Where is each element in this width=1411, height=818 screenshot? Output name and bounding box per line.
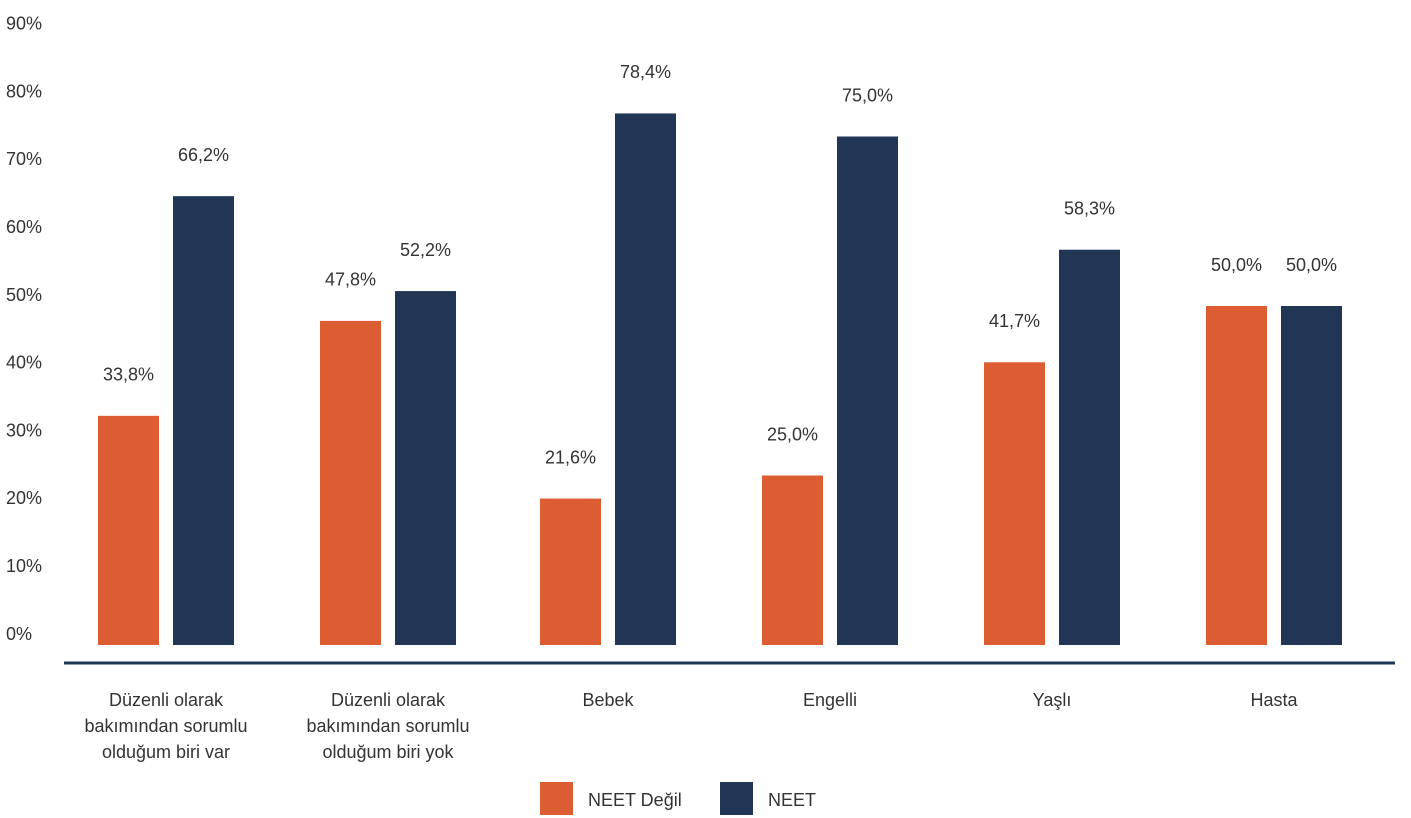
data-label: 58,3% [1064,198,1115,218]
data-label: 21,6% [545,447,596,467]
bar-neet [395,291,456,645]
category-label: Düzenli olarak bakımından sorumlu olduğum … [306,690,469,762]
y-tick-label: 80% [6,81,42,101]
bar-neet-degil [320,320,381,645]
bar-neet [1059,249,1120,645]
data-labels: 33,8% 47,8% 21,6% 25,0% 41,7% 50,0% 66,2% 52,2%… [103,62,1337,467]
legend-swatch [720,782,753,815]
data-label: 50,0% [1286,255,1337,275]
data-label: 66,2% [178,145,229,165]
bar-neet [615,113,676,645]
category-labels: Düzenli olarak bakımından sorumlu olduğum … [84,690,1298,762]
data-label: 78,4% [620,62,671,82]
category-label: Düzenli olarak bakımından sorumlu olduğum … [84,690,247,762]
category-label: Engelli [803,690,857,710]
bar-neet-degil [984,362,1045,645]
legend-label: NEET [768,790,816,810]
y-tick-label: 70% [6,149,42,169]
bar-neet [173,196,234,645]
legend-swatch [540,782,573,815]
y-tick-label: 90% [6,14,42,34]
bar-neet [837,136,898,645]
y-tick-label: 40% [6,353,42,373]
data-label: 25,0% [767,424,818,444]
y-tick-label: 50% [6,285,42,305]
bar-neet-degil [1206,306,1267,645]
y-tick-label: 60% [6,217,42,237]
category-label: Yaşlı [1033,690,1072,710]
bar-neet-degil [762,475,823,645]
bar-neet [1281,306,1342,645]
y-tick-label: 20% [6,488,42,508]
y-tick-label: 10% [6,556,42,576]
bar-neet-degil [98,415,159,645]
bar-neet-degil [540,498,601,645]
category-label: Bebek [582,690,634,710]
data-label: 75,0% [842,85,893,105]
y-axis-ticks: 0% 10% 20% 30% 40% 50% 60% 70% 80% 90% [6,14,42,644]
data-label: 50,0% [1211,255,1262,275]
y-tick-label: 30% [6,420,42,440]
data-label: 52,2% [400,240,451,260]
data-label: 47,8% [325,270,376,290]
category-label: Hasta [1250,690,1298,710]
data-label: 33,8% [103,365,154,385]
data-label: 41,7% [989,311,1040,331]
bars [98,113,1342,645]
y-tick-label: 0% [6,624,32,644]
legend: NEET Değil NEET [540,782,816,815]
legend-label: NEET Değil [588,790,682,810]
